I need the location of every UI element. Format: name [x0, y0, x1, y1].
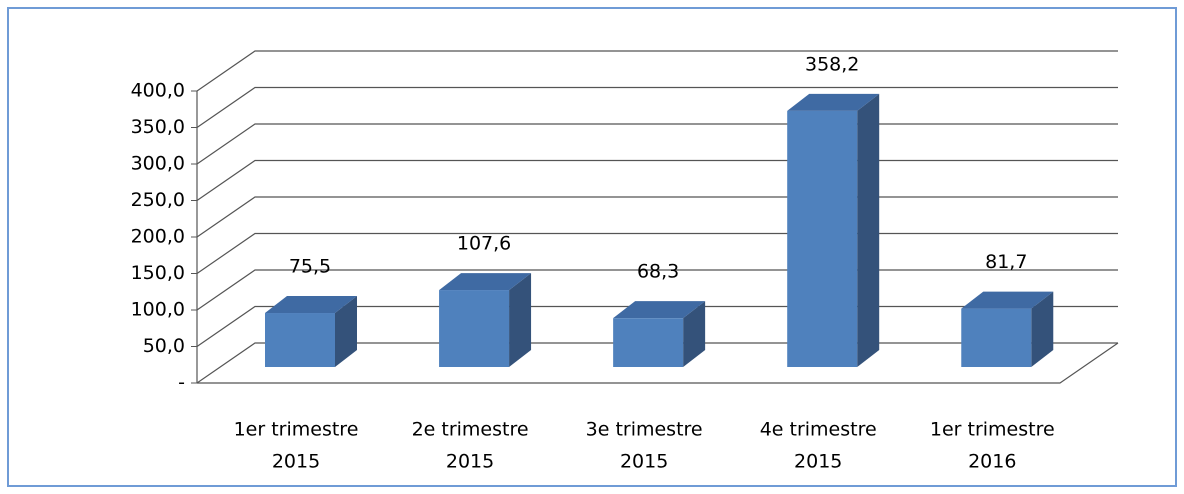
- value-label: 68,3: [637, 261, 679, 283]
- y-tick-label: 250,0: [131, 189, 185, 211]
- y-tick-label: 50,0: [143, 335, 185, 357]
- grid-line: [196, 50, 1118, 92]
- value-label: 358,2: [805, 53, 859, 75]
- bar-side: [857, 93, 880, 368]
- bar-top: [961, 291, 1054, 309]
- y-tick-label: 400,0: [131, 80, 185, 102]
- bar: [265, 313, 335, 367]
- y-tick-label: 150,0: [131, 262, 185, 284]
- x-tick-label: 3e trimestre: [586, 419, 703, 441]
- x-tick-label: 2015: [272, 451, 320, 473]
- x-tick-label: 2015: [446, 451, 494, 473]
- y-tick-label: 300,0: [131, 153, 185, 175]
- y-tick-label: 350,0: [131, 116, 185, 138]
- bar-top: [787, 93, 880, 111]
- value-label: 81,7: [985, 251, 1027, 273]
- y-tick-label: 100,0: [131, 299, 185, 321]
- bar-side: [509, 273, 532, 367]
- bar: [439, 290, 510, 367]
- x-tick-label: 2015: [794, 451, 842, 473]
- bar-side: [335, 296, 357, 367]
- y-tick-label: -: [178, 372, 185, 394]
- grid-line: [196, 86, 1118, 128]
- x-tick-label: 2016: [968, 451, 1016, 473]
- x-tick-label: 1er trimestre: [930, 419, 1055, 441]
- x-tick-label: 2e trimestre: [412, 419, 529, 441]
- bar: [961, 308, 1032, 367]
- bar: [787, 110, 858, 368]
- bar-side: [683, 301, 706, 367]
- bar-side: [1031, 291, 1054, 367]
- bar-top: [265, 296, 357, 314]
- value-label: 75,5: [289, 256, 331, 278]
- value-label: 107,6: [457, 233, 511, 255]
- x-tick-label: 1er trimestre: [234, 419, 359, 441]
- y-tick-label: 200,0: [131, 226, 185, 248]
- bar: [613, 318, 684, 367]
- floor: [197, 342, 1119, 384]
- bar-top: [613, 301, 706, 319]
- x-tick-label: 4e trimestre: [760, 419, 877, 441]
- bar-top: [439, 273, 532, 291]
- x-tick-label: 2015: [620, 451, 668, 473]
